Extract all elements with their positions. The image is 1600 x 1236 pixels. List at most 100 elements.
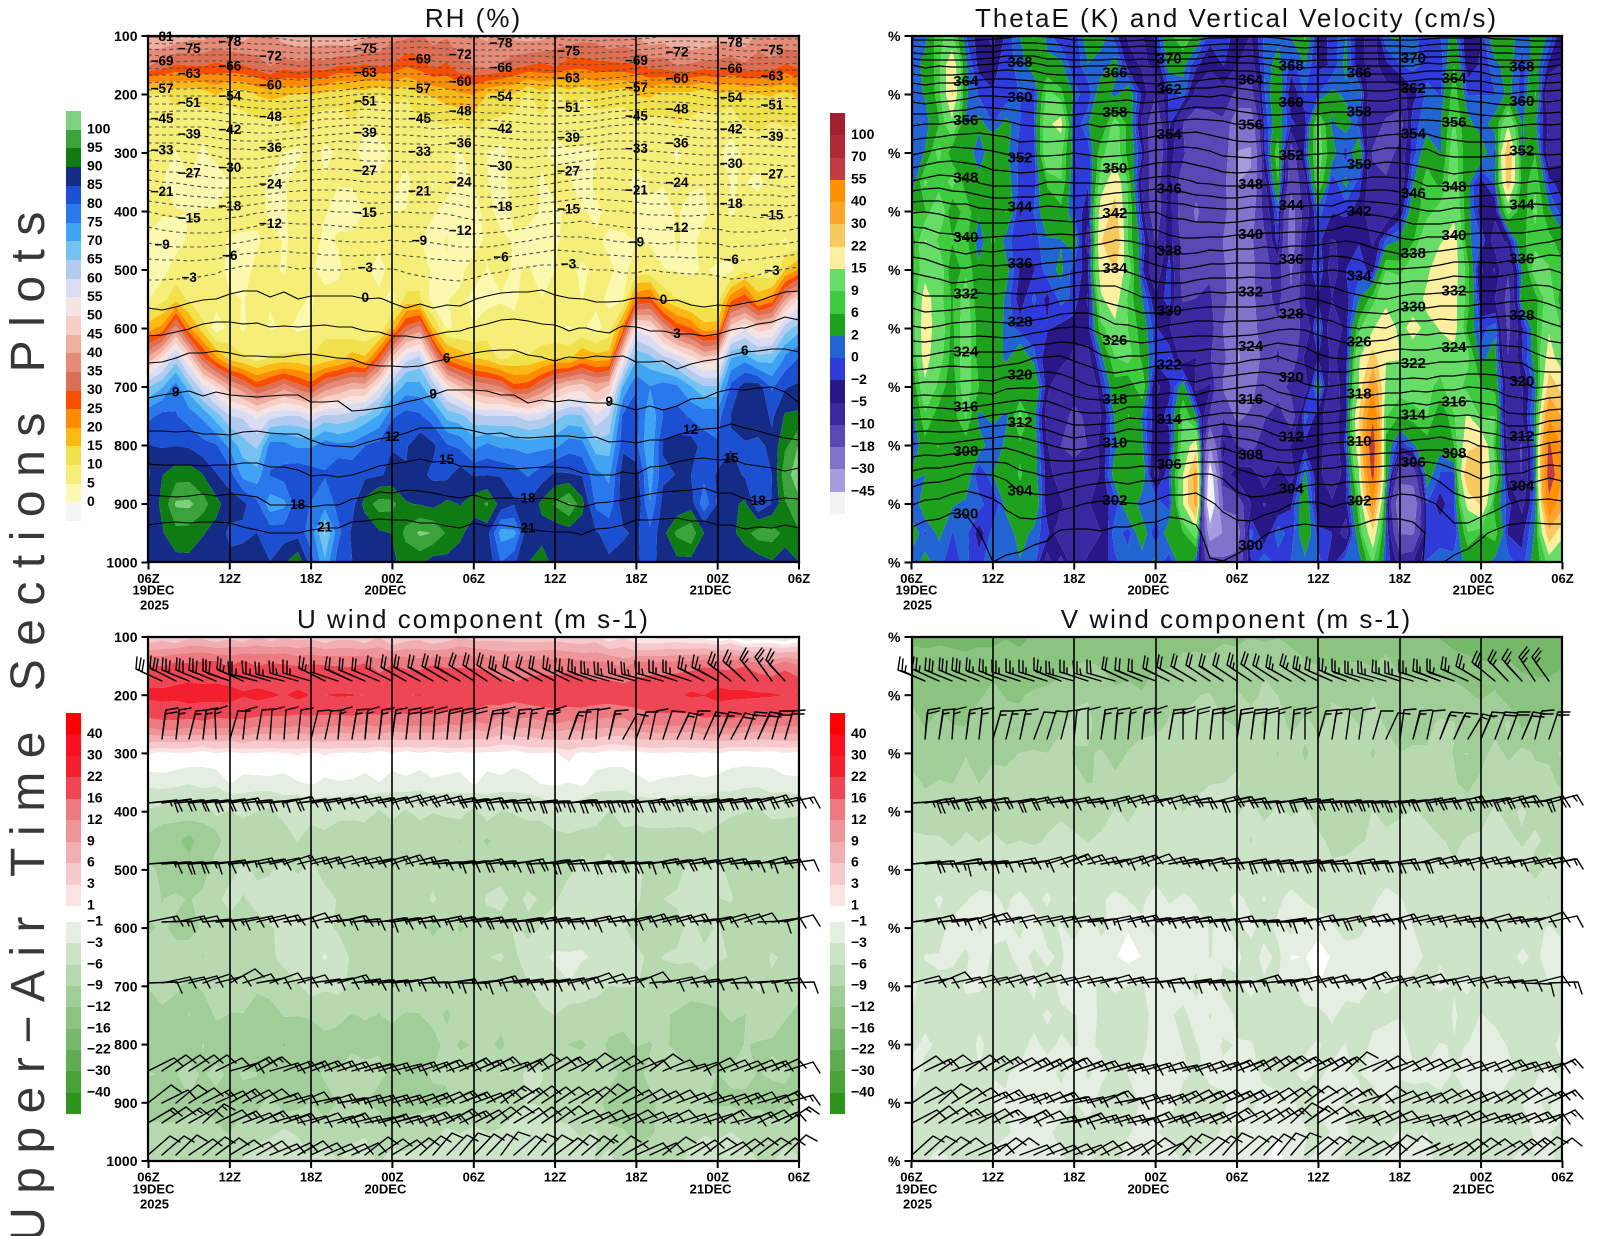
- svg-text:30: 30: [87, 747, 103, 763]
- svg-text:−51: −51: [760, 98, 783, 113]
- svg-text:−21: −21: [625, 183, 648, 198]
- svg-text:−6: −6: [222, 248, 238, 263]
- svg-text:12Z: 12Z: [219, 571, 241, 586]
- svg-text:400: 400: [114, 804, 138, 820]
- svg-text:362: 362: [1157, 81, 1182, 98]
- svg-text:306: 306: [1401, 454, 1426, 471]
- svg-text:−54: −54: [720, 90, 743, 105]
- svg-text:360: 360: [1509, 93, 1534, 110]
- svg-text:2: 2: [851, 326, 859, 342]
- svg-text:18Z: 18Z: [300, 571, 322, 586]
- svg-text:100: 100: [114, 629, 138, 645]
- svg-text:342: 342: [1347, 203, 1372, 220]
- svg-text:−72: −72: [666, 45, 689, 60]
- svg-text:−3: −3: [851, 934, 867, 950]
- svg-text:312: 312: [1509, 428, 1534, 445]
- svg-text:00Z: 00Z: [1470, 1169, 1492, 1184]
- svg-text:00Z: 00Z: [381, 571, 403, 586]
- svg-text:100: 100: [114, 28, 138, 44]
- svg-text:−66: −66: [218, 59, 241, 74]
- svg-text:16: 16: [87, 789, 103, 805]
- svg-text:312: 312: [1007, 414, 1032, 431]
- svg-text:12Z: 12Z: [544, 571, 566, 586]
- svg-text:−22: −22: [851, 1041, 875, 1057]
- svg-text:310: 310: [1347, 433, 1372, 450]
- svg-text:−33: −33: [408, 144, 431, 159]
- svg-text:22: 22: [851, 768, 867, 784]
- svg-text:−10: −10: [851, 416, 875, 432]
- svg-text:346: 346: [1401, 185, 1426, 202]
- svg-text:320: 320: [1279, 369, 1304, 386]
- svg-text:370: 370: [1157, 50, 1182, 67]
- svg-text:600: 600: [114, 321, 138, 337]
- svg-text:364: 364: [953, 73, 979, 90]
- svg-text:200: 200: [114, 687, 138, 703]
- svg-text:−42: −42: [489, 121, 512, 136]
- svg-text:40: 40: [851, 193, 867, 209]
- svg-text:06Z: 06Z: [1551, 1169, 1573, 1184]
- svg-text:700: 700: [114, 379, 138, 395]
- svg-text:400: 400: [114, 204, 138, 220]
- svg-text:−78: −78: [218, 34, 241, 49]
- svg-text:9: 9: [87, 832, 95, 848]
- svg-text:−6: −6: [723, 252, 739, 267]
- svg-text:1: 1: [851, 897, 859, 913]
- svg-text:−40: −40: [851, 1083, 875, 1099]
- svg-text:95: 95: [87, 139, 103, 155]
- svg-text:−18: −18: [218, 198, 241, 213]
- svg-text:12: 12: [385, 429, 400, 444]
- svg-text:324: 324: [953, 344, 979, 361]
- svg-text:−39: −39: [557, 130, 580, 145]
- svg-text:06Z: 06Z: [463, 1169, 485, 1184]
- svg-text:−72: −72: [449, 47, 472, 62]
- svg-text:06Z: 06Z: [900, 1169, 922, 1184]
- svg-text:316: 316: [1238, 391, 1263, 408]
- svg-text:322: 322: [1401, 355, 1426, 372]
- svg-text:−33: −33: [151, 143, 174, 158]
- svg-text:334: 334: [1102, 260, 1128, 277]
- svg-text:−12: −12: [259, 216, 282, 231]
- svg-text:%: %: [888, 438, 901, 454]
- svg-text:−27: −27: [354, 163, 377, 178]
- svg-text:06Z: 06Z: [1226, 1169, 1248, 1184]
- svg-text:%: %: [888, 145, 901, 161]
- svg-text:%: %: [888, 496, 901, 512]
- svg-text:18Z: 18Z: [300, 1169, 322, 1184]
- svg-text:%: %: [888, 687, 901, 703]
- svg-text:352: 352: [1007, 150, 1032, 167]
- svg-text:3: 3: [673, 326, 681, 341]
- svg-text:800: 800: [114, 1037, 138, 1053]
- svg-text:−81: −81: [151, 29, 174, 44]
- svg-text:326: 326: [1347, 333, 1372, 350]
- svg-text:348: 348: [1238, 176, 1263, 193]
- svg-text:−51: −51: [557, 100, 580, 115]
- svg-text:318: 318: [1347, 386, 1372, 403]
- svg-text:358: 358: [1102, 104, 1127, 121]
- svg-text:−69: −69: [625, 53, 648, 68]
- svg-text:%: %: [888, 321, 901, 337]
- svg-text:−51: −51: [178, 95, 201, 110]
- svg-text:1000: 1000: [106, 555, 137, 571]
- svg-text:21DEC: 21DEC: [1453, 582, 1496, 597]
- svg-text:320: 320: [1509, 373, 1534, 390]
- svg-text:15: 15: [851, 260, 867, 276]
- svg-text:304: 304: [1279, 481, 1305, 498]
- svg-text:20DEC: 20DEC: [1127, 1181, 1170, 1196]
- svg-text:−63: −63: [178, 66, 201, 81]
- svg-text:−66: −66: [489, 60, 512, 75]
- svg-text:06Z: 06Z: [137, 1169, 159, 1184]
- svg-text:342: 342: [1102, 205, 1127, 222]
- svg-text:320: 320: [1007, 367, 1032, 384]
- svg-text:334: 334: [1347, 268, 1373, 285]
- svg-text:75: 75: [87, 213, 103, 229]
- svg-text:700: 700: [114, 978, 138, 994]
- svg-text:9: 9: [172, 385, 180, 400]
- svg-text:−30: −30: [851, 460, 875, 476]
- svg-text:12: 12: [87, 811, 103, 827]
- svg-text:65: 65: [87, 251, 103, 267]
- svg-text:308: 308: [1238, 446, 1263, 463]
- svg-text:−57: −57: [625, 80, 648, 95]
- svg-text:35: 35: [87, 363, 103, 379]
- svg-text:−3: −3: [561, 256, 577, 271]
- svg-text:−16: −16: [87, 1019, 111, 1035]
